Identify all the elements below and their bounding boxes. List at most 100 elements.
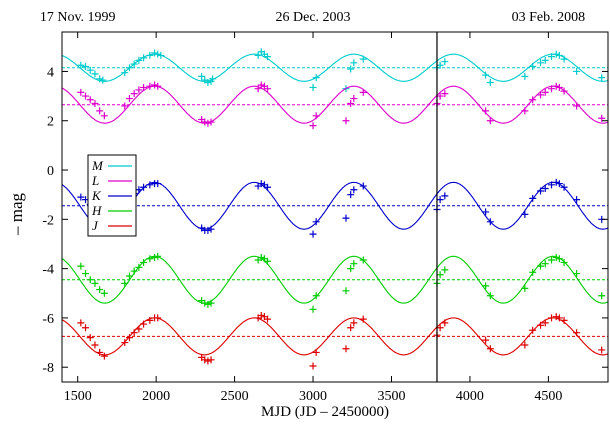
data-point-L [486,117,494,125]
axes: 1500 2000 2500 3000 3500 4000 4500 -8 -6 -4 -2 0 2 4 [42,31,609,404]
data-point-M [82,63,90,71]
series-L [61,81,609,130]
data-point-M [537,59,545,67]
data-point-K [486,218,494,226]
data-point-L [96,107,104,115]
data-point-L [100,112,108,120]
data-point-M [209,75,217,83]
data-point-M [350,59,358,67]
top-date-label: 17 Nov. 1999 [40,10,116,25]
data-point-J [486,345,494,353]
data-point-L [207,118,215,126]
data-point-M [552,50,560,58]
data-point-J [347,324,355,332]
data-point-H [100,289,108,297]
data-point-K [521,210,529,218]
data-point-J [598,346,606,354]
data-point-M [486,79,494,87]
data-point-J [146,316,154,324]
data-point-L [541,88,549,96]
data-point-L [521,107,529,115]
data-point-K [154,180,162,188]
data-point-L [441,90,449,98]
top-date-label: 03 Feb. 2008 [512,10,586,25]
data-point-L [201,118,209,126]
data-point-L [77,88,85,96]
data-point-M [77,61,85,69]
data-point-M [441,58,449,66]
data-point-J [100,352,108,360]
data-point-L [573,102,581,110]
data-point-M [548,53,556,61]
data-point-M [529,63,537,71]
data-point-H [342,287,350,295]
data-point-J [350,319,358,327]
data-point-L [598,114,606,122]
data-point-L [552,82,560,90]
data-point-H [82,270,90,278]
data-point-H [257,254,265,262]
data-point-K [541,185,549,193]
data-point-L [309,122,317,130]
data-point-K [347,191,355,199]
data-point-H [130,267,138,275]
data-point-H [309,305,317,313]
data-point-J [86,334,94,342]
data-point-L [121,102,129,110]
data-point-L [254,85,262,93]
data-point-L [125,95,133,103]
data-point-K [482,208,490,216]
data-point-J [82,324,90,332]
x-tick-label: 4000 [456,389,484,404]
data-point-L [82,92,90,100]
x-tick-label: 3000 [299,389,327,404]
data-point-J [201,356,209,364]
data-point-H [441,266,449,274]
data-point-H [482,282,490,290]
data-point-M [482,71,490,79]
data-point-J [521,341,529,349]
data-point-H [359,256,367,264]
data-point-J [560,316,568,324]
data-point-K [77,193,85,201]
x-tick-label: 2000 [142,389,170,404]
data-point-J [154,314,162,322]
data-point-M [96,75,104,83]
data-point-H [125,272,133,280]
data-point-M [91,70,99,78]
data-point-J [135,325,143,333]
data-point-M [309,83,317,91]
data-point-H [135,263,143,271]
data-point-M [598,74,606,82]
x-tick-label: 2500 [221,389,249,404]
data-point-J [130,329,138,337]
x-tick-label: 4500 [534,389,562,404]
data-point-J [312,348,320,356]
data-point-L [482,107,490,115]
data-point-M [521,72,529,80]
data-point-L [86,96,94,104]
legend-label-K: K [91,188,102,203]
data-point-M [347,65,355,73]
data-point-H [529,268,537,276]
data-point-J [77,319,85,327]
data-point-K [573,196,581,204]
data-point-L [350,95,358,103]
data-point-J [125,334,133,342]
data-point-J [91,341,99,349]
data-point-H [541,260,549,268]
data-point-M [264,53,272,61]
data-point-K [309,230,317,238]
data-point-J [359,315,367,323]
data-point-M [140,54,148,62]
data-point-K [537,187,545,195]
data-point-L [154,82,162,90]
x-tick-label: 1500 [64,389,92,404]
data-point-L [204,119,212,127]
data-point-L [548,85,556,93]
data-point-H [264,257,272,265]
data-point-M [86,66,94,74]
data-point-H [560,258,568,266]
data-point-K [135,186,143,194]
